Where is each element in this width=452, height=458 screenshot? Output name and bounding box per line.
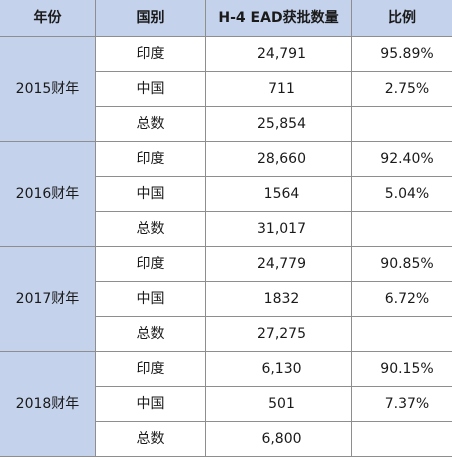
ratio-cell: 7.37% [352,387,452,422]
ratio-cell [352,422,452,457]
ratio-cell: 90.15% [352,352,452,387]
ratio-cell: 92.40% [352,142,452,177]
ratio-cell [352,107,452,142]
fiscal-year-cell: 2017财年 [0,247,96,352]
country-cell: 中国 [96,177,206,212]
country-cell: 中国 [96,282,206,317]
header-ead-count: H-4 EAD获批数量 [206,0,352,37]
header-ratio: 比例 [352,0,452,37]
ratio-cell: 90.85% [352,247,452,282]
country-cell: 印度 [96,247,206,282]
fiscal-year-cell: 2015财年 [0,37,96,142]
ead-count-cell: 1832 [206,282,352,317]
fiscal-year-cell: 2018财年 [0,352,96,457]
country-cell: 总数 [96,212,206,247]
header-year: 年份 [0,0,96,37]
ratio-cell: 5.04% [352,177,452,212]
ead-count-cell: 501 [206,387,352,422]
ead-count-cell: 711 [206,72,352,107]
ead-count-cell: 1564 [206,177,352,212]
ratio-cell [352,317,452,352]
country-cell: 中国 [96,72,206,107]
ratio-cell [352,212,452,247]
ead-count-cell: 6,130 [206,352,352,387]
country-cell: 印度 [96,142,206,177]
ead-count-cell: 28,660 [206,142,352,177]
country-cell: 印度 [96,352,206,387]
ead-count-cell: 24,791 [206,37,352,72]
ratio-cell: 6.72% [352,282,452,317]
ead-count-cell: 25,854 [206,107,352,142]
header-country: 国别 [96,0,206,37]
country-cell: 中国 [96,387,206,422]
ratio-cell: 95.89% [352,37,452,72]
country-cell: 总数 [96,107,206,142]
country-cell: 总数 [96,422,206,457]
country-cell: 总数 [96,317,206,352]
fiscal-year-cell: 2016财年 [0,142,96,247]
ead-count-cell: 31,017 [206,212,352,247]
ead-count-cell: 27,275 [206,317,352,352]
ead-count-cell: 24,779 [206,247,352,282]
ratio-cell: 2.75% [352,72,452,107]
country-cell: 印度 [96,37,206,72]
ead-count-cell: 6,800 [206,422,352,457]
